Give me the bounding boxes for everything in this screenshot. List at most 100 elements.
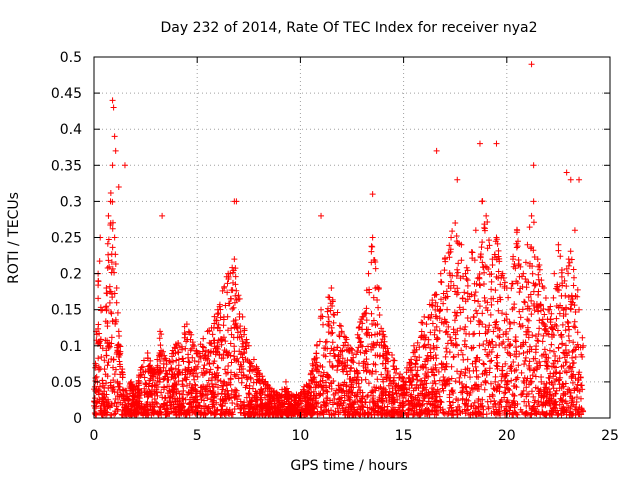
data-point [401,381,408,388]
data-point [521,299,528,306]
data-point [479,259,486,266]
data-point [570,410,577,417]
data-point [548,310,555,317]
data-point [570,274,577,281]
data-point [481,269,488,276]
data-point [446,398,453,405]
data-point [458,347,465,354]
data-point [103,285,110,292]
data-point [209,371,216,378]
axis-ticks: 0 5 10 15 20 25 0 0.05 0.1 0.15 0.2 0.25 0.3 0.35 0.4 0… [51,50,619,444]
data-point [434,409,441,416]
data-point [249,385,256,392]
data-point [486,242,493,249]
data-point [324,388,331,395]
data-point [262,378,269,385]
data-point [500,274,507,281]
data-point [543,385,550,392]
data-point [334,405,341,412]
data-point [137,406,144,413]
data-point [93,331,100,338]
data-point [569,394,576,401]
data-point [447,337,454,344]
data-point [510,263,517,270]
data-point [493,273,500,280]
data-point [416,411,423,418]
data-point [101,407,108,414]
data-point [540,399,547,406]
data-point [110,386,117,393]
data-point [328,324,335,331]
data-point [215,364,222,371]
data-point [332,390,339,397]
data-point [512,338,519,345]
data-point [176,344,183,351]
data-point [347,383,354,390]
data-point [103,290,110,297]
data-point [433,397,440,404]
data-point [444,306,451,313]
data-point [563,369,570,376]
data-point [354,347,361,354]
data-point [558,397,565,404]
data-point [487,311,494,318]
data-point [336,386,343,393]
data-point [369,321,376,328]
data-point [109,97,116,104]
data-point [429,302,436,309]
data-point [106,343,113,350]
data-point [383,408,390,415]
data-point [479,396,486,403]
data-point [491,410,498,417]
data-point [433,323,440,330]
data-point [420,394,427,401]
x-tick-label: 10 [291,428,309,444]
data-point [334,309,341,316]
data-point [295,397,302,404]
data-point [215,321,222,328]
data-point [104,265,111,272]
data-point [140,357,147,364]
data-point [397,411,404,418]
data-point [489,391,496,398]
data-point [240,340,247,347]
data-point [477,319,484,326]
data-point [115,183,122,190]
data-point [320,382,327,389]
data-point [353,351,360,358]
data-point [524,328,531,335]
data-point [343,368,350,375]
data-point [448,375,455,382]
data-point [239,338,246,345]
data-point [243,345,250,352]
data-point [316,338,323,345]
data-point [463,275,470,282]
data-point [179,355,186,362]
data-point [573,398,580,405]
y-axis-label: ROTI / TECUs [6,192,22,284]
data-point [234,403,241,410]
data-point [481,225,488,232]
data-point [546,401,553,408]
data-point [219,287,226,294]
data-point [119,369,126,376]
data-point [493,140,500,147]
data-point [517,263,524,270]
data-point [495,247,502,254]
data-point [363,287,370,294]
data-point [346,396,353,403]
data-point [214,369,221,376]
data-point [528,297,535,304]
data-point [464,282,471,289]
data-point [419,319,426,326]
data-point [551,357,558,364]
data-point [330,346,337,353]
data-point [146,402,153,409]
data-point [495,253,502,260]
data-point [324,395,331,402]
data-point [350,354,357,361]
data-point [548,410,555,417]
data-point [466,392,473,399]
data-point [157,328,164,335]
data-point [571,387,578,394]
